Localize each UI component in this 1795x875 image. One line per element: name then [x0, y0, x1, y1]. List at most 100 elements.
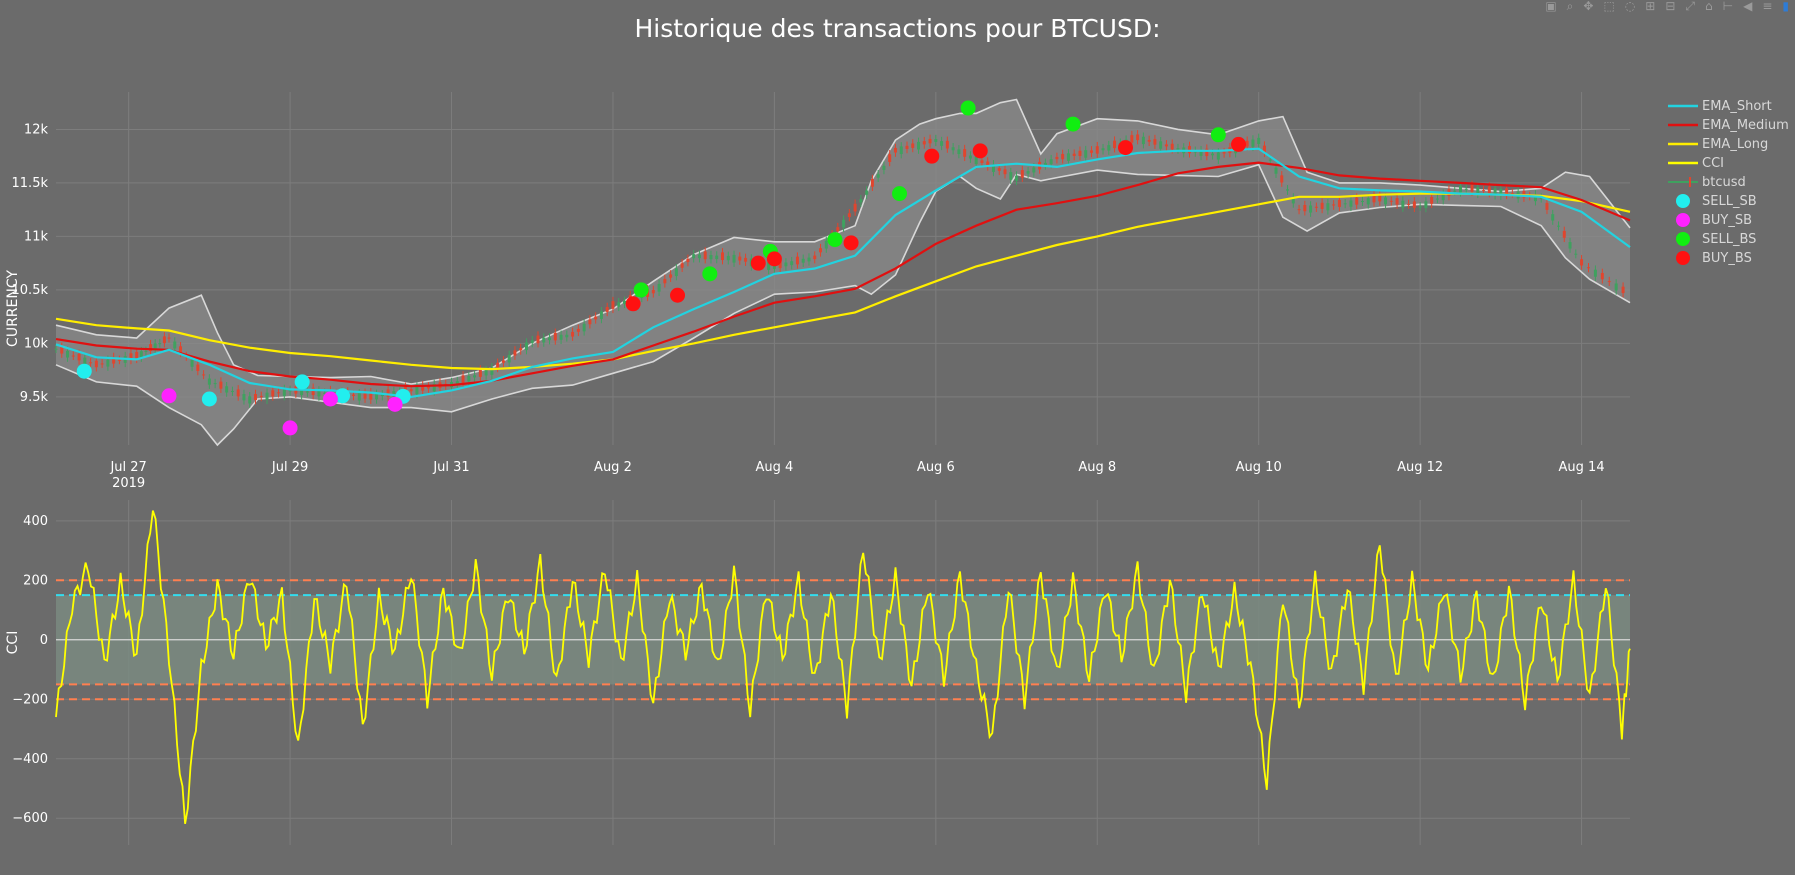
btcusd-candle-body [135, 351, 139, 359]
pan-icon[interactable]: ✥ [1583, 0, 1594, 13]
btcusd-candle-body [1280, 175, 1284, 183]
btcusd-candle-body [236, 389, 240, 397]
zoom-icon[interactable]: ⌕ [1566, 0, 1574, 13]
btcusd-candle-body [1199, 150, 1203, 156]
btcusd-candle-body [369, 392, 373, 400]
btcusd-candle-body [1147, 139, 1151, 142]
btcusd-candle-body [1251, 139, 1255, 147]
btcusd-candle-body [651, 289, 655, 294]
sell-bs-marker [702, 266, 718, 282]
sell-sb-marker [76, 363, 92, 379]
legend-label-ema-short: EMA_Short [1702, 99, 1772, 114]
btcusd-candle-body [1482, 190, 1486, 192]
btcusd-candle-body [605, 307, 609, 312]
btcusd-candle-body [190, 359, 194, 367]
btcusd-candle-body [945, 140, 949, 149]
btcusd-candle-body [1262, 145, 1266, 153]
hover-compare-icon[interactable]: ≡ [1762, 0, 1773, 13]
btcusd-candle-body [1395, 198, 1399, 205]
btcusd-candle-body [1303, 205, 1307, 212]
btcusd-candle-body [772, 264, 776, 269]
box-select-icon[interactable]: ⬚ [1603, 0, 1615, 13]
btcusd-candle-body [1384, 197, 1388, 205]
buy-bs-marker [843, 235, 859, 251]
btcusd-candle-body [847, 213, 851, 218]
plotly-logo-icon[interactable]: ▮ [1782, 0, 1789, 13]
btcusd-candle-body [144, 350, 148, 352]
spike-lines-icon[interactable]: ⊢ [1722, 0, 1734, 13]
autoscale-icon[interactable]: ⤢ [1685, 0, 1696, 13]
btcusd-candle-body [421, 385, 425, 391]
btcusd-candle-body [1188, 145, 1192, 154]
price-x-tick-label: 2019 [112, 476, 145, 491]
btcusd-candle-body [117, 359, 121, 361]
legend-swatch-buy-sb [1676, 213, 1690, 227]
cci-y-tick-label: 200 [23, 573, 48, 588]
btcusd-candle-body [1055, 156, 1059, 160]
price-y-tick-label: 11k [24, 229, 49, 244]
zoom-in-icon[interactable]: ⊞ [1645, 0, 1656, 13]
btcusd-candle-body [461, 375, 465, 383]
zoom-out-icon[interactable]: ⊟ [1665, 0, 1676, 13]
btcusd-candle-body [968, 155, 972, 159]
btcusd-candle-body [536, 335, 540, 344]
btcusd-candle-body [1061, 153, 1065, 160]
btcusd-candle-body [432, 383, 436, 392]
btcusd-candle-body [819, 248, 823, 253]
price-x-tick-label: Aug 8 [1078, 460, 1116, 475]
btcusd-candle-body [1141, 136, 1145, 145]
btcusd-candle-body [657, 283, 661, 292]
buy-bs-marker [972, 143, 988, 159]
btcusd-candle-body [1326, 203, 1330, 211]
btcusd-candle-body [66, 350, 70, 358]
buy-bs-marker [670, 287, 686, 303]
btcusd-candle-body [248, 396, 252, 404]
btcusd-candle-body [738, 256, 742, 261]
btcusd-candle-body [507, 354, 511, 363]
btcusd-candle-body [94, 360, 98, 368]
lasso-icon[interactable]: ◌ [1624, 0, 1636, 13]
btcusd-candle-body [997, 168, 1001, 171]
btcusd-candle-body [305, 391, 309, 393]
btcusd-candle-body [1562, 230, 1566, 238]
btcusd-candle-body [490, 367, 494, 375]
btcusd-candle-body [1153, 139, 1157, 145]
btcusd-candle-body [865, 190, 869, 195]
btcusd-candle-body [1205, 148, 1209, 157]
btcusd-candle-body [622, 300, 626, 304]
buy-sb-marker [282, 420, 298, 436]
hover-closest-icon[interactable]: ◀ [1743, 0, 1753, 13]
price-x-tick-label: Jul 27 [109, 460, 146, 475]
btcusd-candle-body [1430, 197, 1434, 204]
bollinger-band-fill [56, 99, 1630, 445]
btcusd-candle-body [1176, 148, 1180, 150]
btcusd-candle-body [277, 392, 281, 394]
btcusd-candle-body [905, 145, 909, 149]
btcusd-candle-body [1586, 267, 1590, 269]
btcusd-candle-body [1164, 144, 1168, 147]
legend-label-buy-sb: BUY_SB [1702, 213, 1752, 228]
btcusd-candle-body [129, 353, 133, 360]
sell-sb-marker [201, 391, 217, 407]
btcusd-candle-body [153, 343, 157, 350]
legend-swatch-sell-bs [1676, 232, 1690, 246]
btcusd-candle-body [1360, 200, 1364, 202]
btcusd-candle-body [1378, 194, 1382, 202]
btcusd-candle-body [1600, 272, 1604, 280]
legend-label-sell-sb: SELL_SB [1702, 194, 1757, 209]
btcusd-candle-body [1407, 203, 1411, 205]
btcusd-candle-body [426, 386, 430, 389]
legend-label-cci: CCI [1702, 156, 1724, 171]
btcusd-candle-body [1464, 188, 1468, 190]
btcusd-candle-body [963, 149, 967, 157]
btcusd-candle-body [1297, 209, 1301, 211]
btcusd-candle-body [167, 337, 171, 339]
reset-axes-icon[interactable]: ⌂ [1705, 0, 1713, 13]
btcusd-candle-body [282, 389, 286, 397]
btcusd-candle-body [790, 261, 794, 266]
btcusd-candle-body [1003, 169, 1007, 175]
camera-icon[interactable]: ▣ [1545, 0, 1557, 13]
btcusd-candle-body [524, 342, 528, 351]
btcusd-candle-body [311, 387, 315, 395]
